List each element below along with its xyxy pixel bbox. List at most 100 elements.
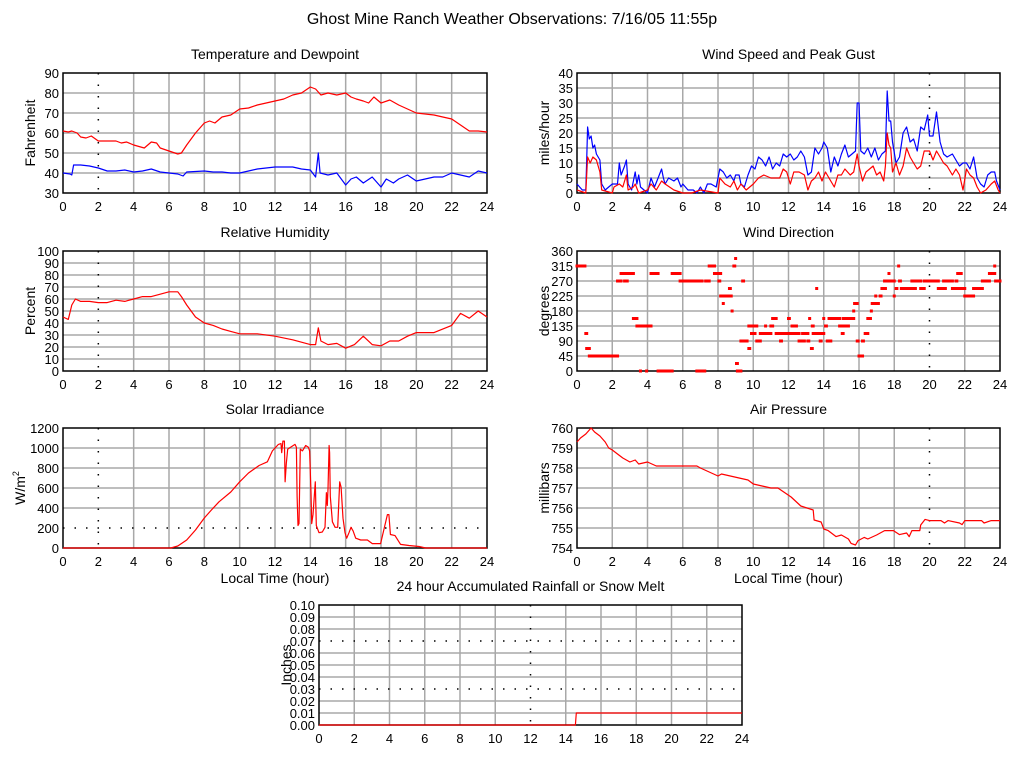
data-point xyxy=(575,264,587,268)
data-point xyxy=(649,272,660,275)
x-tick-label: 10 xyxy=(746,199,760,214)
y-tick-label: 135 xyxy=(551,319,573,334)
x-tick-label: 20 xyxy=(664,731,678,746)
data-point xyxy=(846,317,856,320)
x-tick-label: 6 xyxy=(165,199,172,214)
data-point xyxy=(704,279,711,283)
data-point xyxy=(942,279,954,283)
y-tick-label: 315 xyxy=(551,259,573,274)
x-tick-label: 14 xyxy=(303,554,317,569)
data-point xyxy=(678,279,702,283)
x-tick-label: 18 xyxy=(629,731,643,746)
y-tick-label: 200 xyxy=(37,521,59,536)
y-tick-label: 30 xyxy=(559,96,573,111)
x-tick-label: 2 xyxy=(609,199,616,214)
series-accumulated-rainfall-line xyxy=(319,712,742,726)
y-tick-label: 754 xyxy=(551,541,573,556)
y-tick-label: 80 xyxy=(45,268,59,283)
data-point xyxy=(844,324,850,328)
x-tick-label: 16 xyxy=(338,199,352,214)
y-tick-label: 0 xyxy=(52,541,59,556)
data-point xyxy=(774,332,794,335)
x-tick-label: 8 xyxy=(201,554,208,569)
x-tick-label: 12 xyxy=(523,731,537,746)
data-point xyxy=(874,294,878,298)
x-tick-label: 20 xyxy=(922,199,936,214)
data-point xyxy=(801,332,805,335)
series-temperature-line xyxy=(62,86,488,155)
y-tick-label: 0.09 xyxy=(290,610,315,625)
x-tick-label: 18 xyxy=(374,377,388,392)
data-point xyxy=(732,264,737,268)
data-point xyxy=(742,339,749,343)
x-tick-label: 12 xyxy=(268,199,282,214)
data-point xyxy=(717,279,722,283)
y-axis-label: Fahrenheit xyxy=(22,99,38,166)
data-point xyxy=(840,332,845,335)
data-point xyxy=(635,324,653,328)
y-tick-label: 25 xyxy=(559,111,573,126)
data-point xyxy=(625,272,635,275)
y-tick-label: 1000 xyxy=(30,441,59,456)
x-tick-label: 6 xyxy=(165,377,172,392)
data-point xyxy=(959,287,967,290)
data-point xyxy=(892,294,896,298)
y-tick-label: 0.04 xyxy=(290,670,315,685)
y-tick-label: 30 xyxy=(45,186,59,201)
x-tick-label: 18 xyxy=(887,554,901,569)
x-tick-label: 16 xyxy=(338,377,352,392)
series-solar-irradiance-line xyxy=(63,440,487,549)
y-tick-label: 0.10 xyxy=(290,598,315,613)
y-tick-label: 0.08 xyxy=(290,622,315,637)
series-air-pressure-line xyxy=(576,427,1000,546)
x-tick-label: 24 xyxy=(480,199,494,214)
data-point xyxy=(645,369,649,373)
data-point xyxy=(994,279,1002,283)
y-tick-label: 360 xyxy=(551,244,573,259)
data-point xyxy=(764,324,768,328)
y-tick-label: 10 xyxy=(45,352,59,367)
x-tick-label: 20 xyxy=(409,554,423,569)
x-tick-label: 4 xyxy=(130,554,137,569)
plot-frame xyxy=(62,250,488,372)
data-point xyxy=(747,347,752,350)
x-tick-label: 4 xyxy=(644,199,651,214)
data-point xyxy=(809,347,814,350)
data-point xyxy=(954,279,959,283)
data-point xyxy=(897,264,901,268)
x-tick-label: 16 xyxy=(338,554,352,569)
y-tick-label: 756 xyxy=(551,501,573,516)
x-tick-label: 10 xyxy=(232,554,246,569)
data-point xyxy=(619,272,627,275)
y-tick-label: 400 xyxy=(37,501,59,516)
chart-title: Wind Direction xyxy=(743,224,834,240)
data-point xyxy=(827,317,842,320)
data-point xyxy=(741,279,746,283)
x-tick-label: 20 xyxy=(922,554,936,569)
x-axis-label: Local Time (hour) xyxy=(734,570,843,586)
y-tick-label: 270 xyxy=(551,274,573,289)
data-point xyxy=(735,362,739,365)
data-point xyxy=(747,324,759,328)
y-tick-label: 35 xyxy=(559,81,573,96)
chart-title: Relative Humidity xyxy=(221,224,330,240)
data-point xyxy=(631,317,639,320)
data-point xyxy=(880,287,887,290)
data-point xyxy=(853,302,859,305)
data-point xyxy=(587,354,620,358)
x-tick-label: 24 xyxy=(735,731,749,746)
data-point xyxy=(861,339,865,343)
y-tick-label: 60 xyxy=(45,292,59,307)
x-tick-label: 22 xyxy=(444,554,458,569)
data-point xyxy=(898,279,902,283)
plot-frame xyxy=(576,427,1001,549)
x-tick-label: 0 xyxy=(59,377,66,392)
x-tick-label: 0 xyxy=(573,199,580,214)
data-point xyxy=(719,294,733,298)
x-tick-label: 6 xyxy=(421,731,428,746)
